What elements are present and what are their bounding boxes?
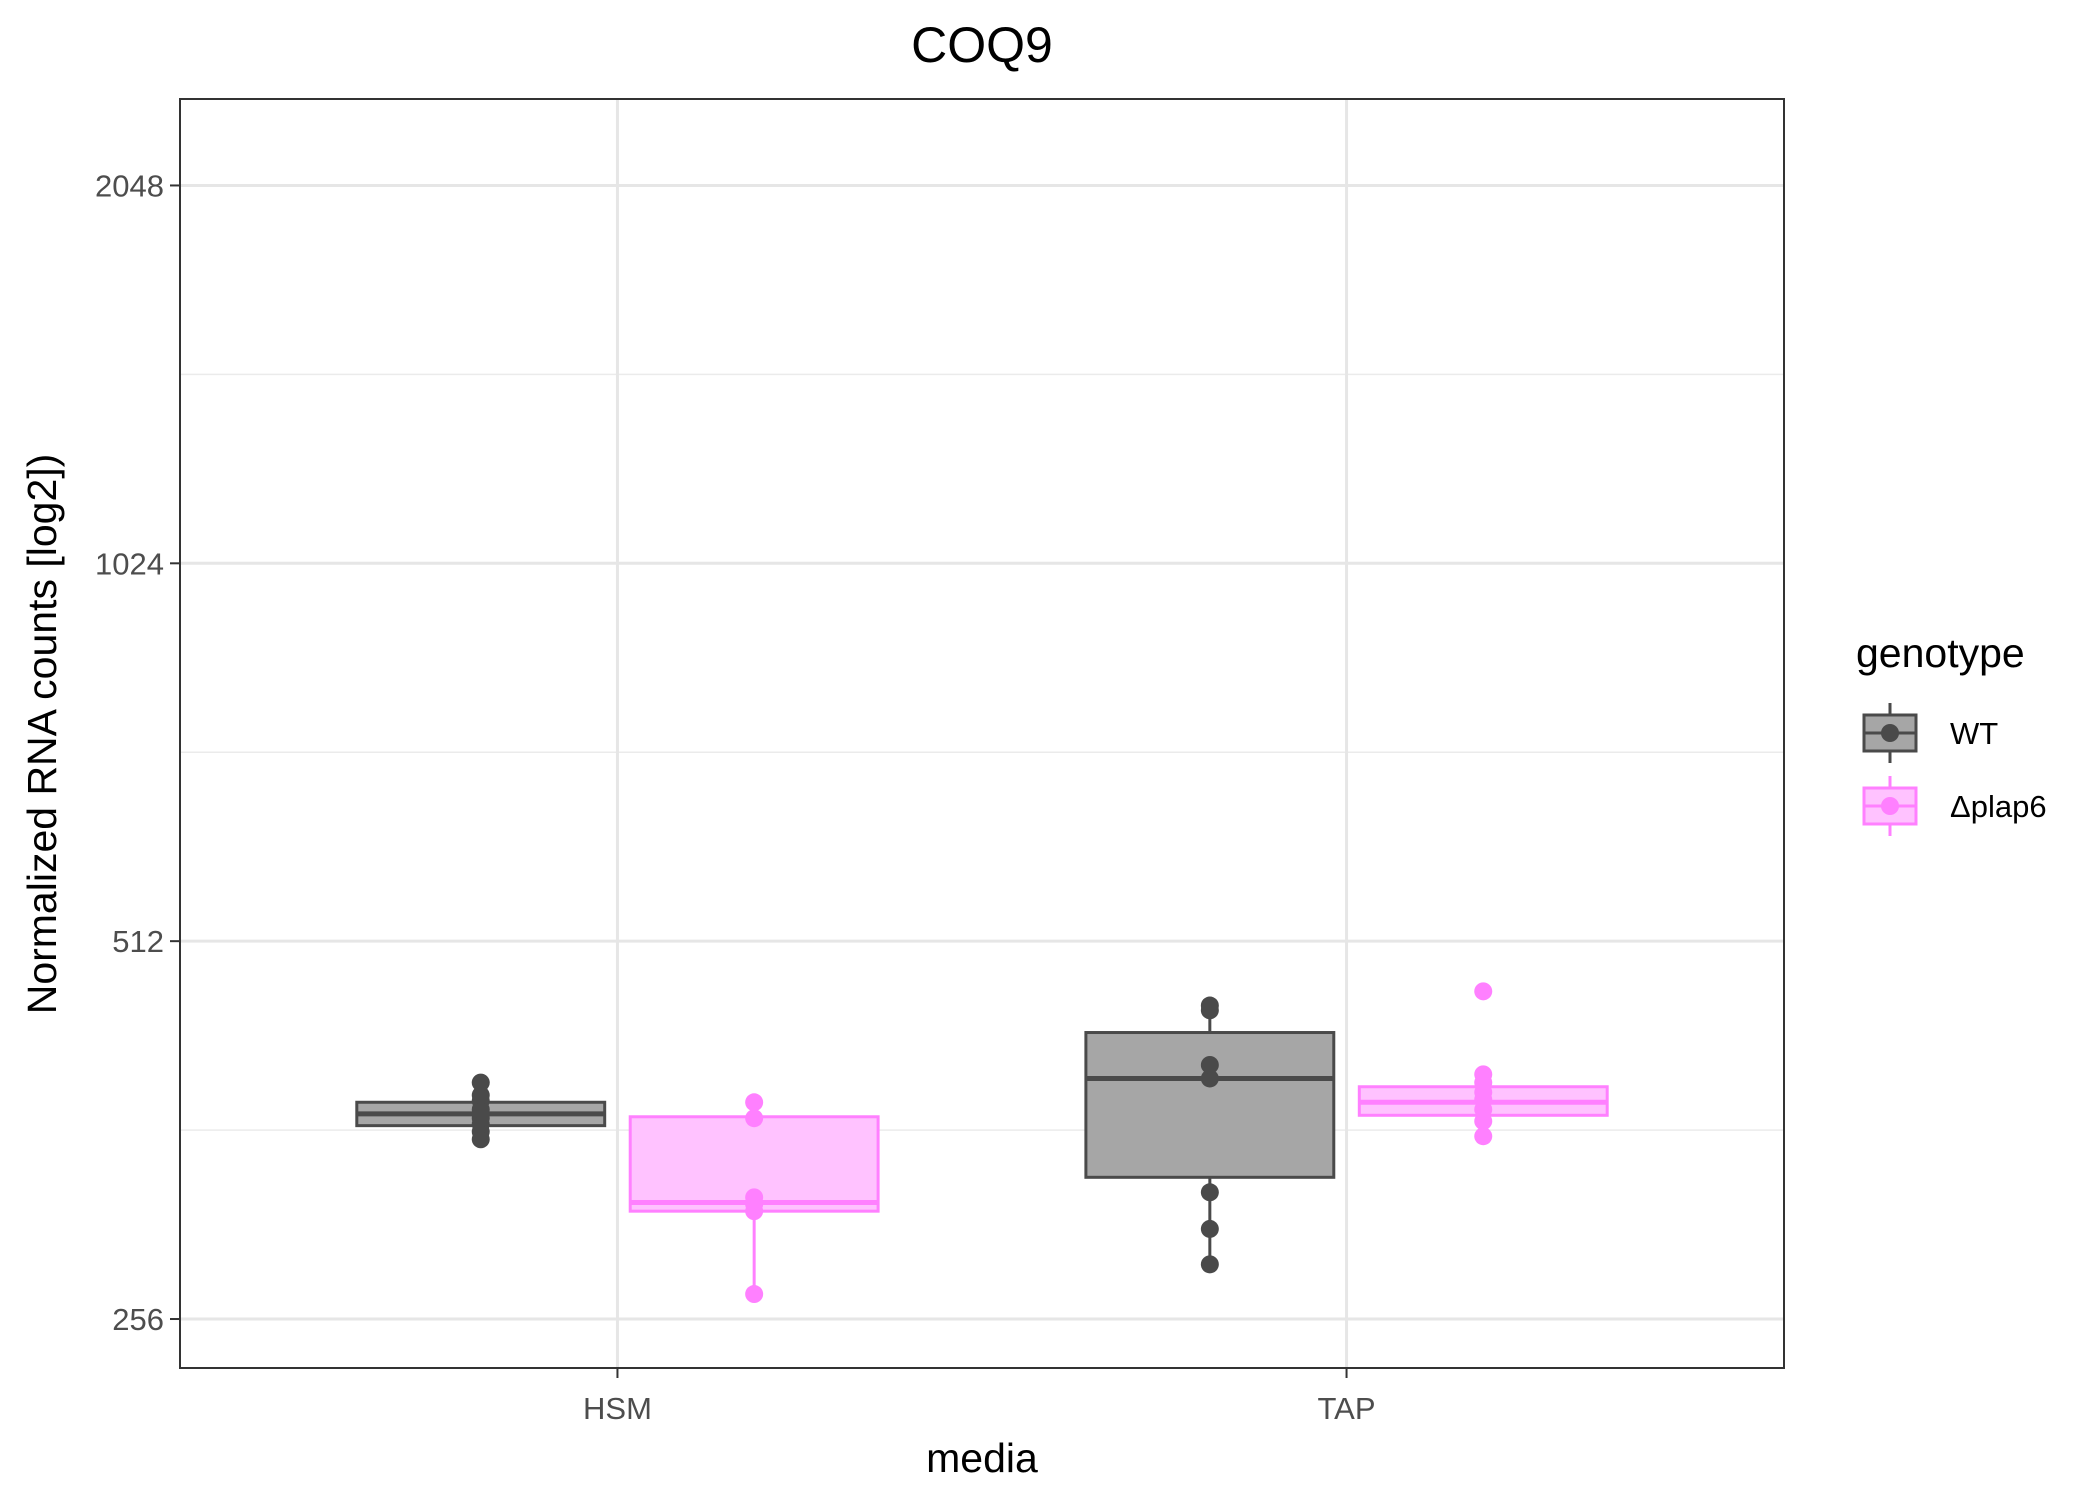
- data-point: [1200, 1069, 1219, 1088]
- data-point: [745, 1093, 764, 1112]
- x-axis: HSM TAP: [583, 1368, 1376, 1426]
- data-point: [1474, 982, 1493, 1001]
- y-tick-label: 256: [112, 1302, 164, 1337]
- legend-label: WT: [1950, 716, 1998, 751]
- data-point: [745, 1188, 764, 1207]
- grid: [180, 99, 1784, 1368]
- box-WT-TAP: [1084, 996, 1336, 1274]
- box-Δplap6-HSM: [628, 1093, 880, 1304]
- legend-label: Δplap6: [1950, 789, 2047, 824]
- chart-title: COQ9: [911, 17, 1053, 73]
- data-point: [745, 1109, 764, 1128]
- x-axis-title: media: [926, 1435, 1038, 1481]
- legend-key-point: [1881, 724, 1899, 742]
- y-tick-label: 2048: [95, 168, 164, 203]
- box-Δplap6-TAP: [1357, 982, 1609, 1146]
- y-tick-label: 512: [112, 924, 164, 959]
- data-point: [1200, 1255, 1219, 1274]
- legend-key-2: [1862, 776, 1918, 836]
- x-tick-label: HSM: [583, 1391, 652, 1426]
- data-point: [471, 1073, 490, 1092]
- y-axis: 256 512 1024 2048: [95, 168, 180, 1337]
- data-point: [1474, 1127, 1493, 1146]
- legend-key-point: [1881, 797, 1899, 815]
- boxes: [355, 982, 1609, 1304]
- box-rect: [1084, 1031, 1336, 1179]
- x-tick-label: TAP: [1318, 1391, 1376, 1426]
- legend-title: genotype: [1856, 630, 2025, 676]
- data-point: [1200, 996, 1219, 1015]
- data-point: [1200, 1055, 1219, 1074]
- plot-border: [179, 98, 1785, 1369]
- data-point: [1200, 1183, 1219, 1202]
- y-tick-label: 1024: [95, 546, 164, 581]
- y-axis-title: Normalized RNA counts [log2]): [19, 454, 65, 1015]
- box-WT-HSM: [355, 1073, 607, 1149]
- data-point: [1200, 1219, 1219, 1238]
- legend-key-1: [1862, 703, 1918, 763]
- data-point: [745, 1285, 764, 1304]
- data-point: [471, 1086, 490, 1105]
- data-point: [1474, 1065, 1493, 1084]
- legend: genotype WT Δplap6: [1856, 630, 2047, 836]
